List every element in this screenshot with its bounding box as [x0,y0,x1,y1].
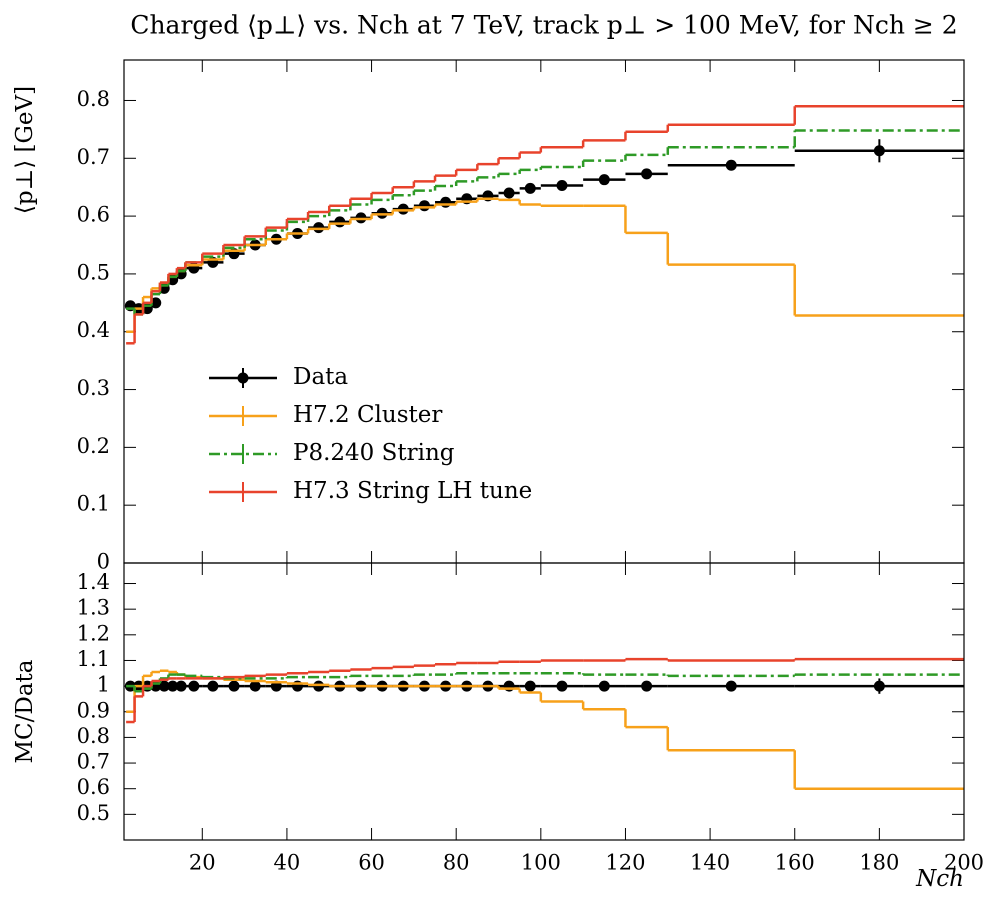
plot-area [124,657,964,790]
legend-label: Data [293,364,348,390]
data-point [556,680,568,692]
x-tick-label: 180 [859,851,899,875]
data-point [556,179,568,191]
x-tick-label: 200 [944,851,984,875]
series [126,197,964,333]
series [126,129,964,316]
y-tick-label: 0.2 [77,434,110,458]
data-point [641,680,653,692]
x-tick-label: 140 [690,851,730,875]
y-tick-label: 0.7 [77,145,110,169]
data-point [313,680,325,692]
axes-frame [123,59,965,564]
data-point [334,216,346,228]
data-point [292,680,304,692]
x-tick-label: 80 [443,851,470,875]
x-tick-label: 120 [605,851,645,875]
data-point [158,680,170,692]
y-tick-label: 0.4 [77,318,110,342]
data-point [598,174,610,186]
legend-label: H7.3 String LH tune [293,478,532,504]
data-point [598,680,610,692]
legend-entry: H7.3 String LH tune [209,478,532,504]
data-point [503,680,515,692]
data-point [873,145,885,157]
series [126,657,964,724]
y-tick-label: 0.8 [77,724,110,748]
data-point [150,297,162,309]
data-point [440,196,452,208]
y-tick-label: 0.9 [77,698,110,722]
data-point [725,680,737,692]
legend-marker [237,372,249,384]
y-tick-label: 0 [97,550,110,574]
step-riser [133,130,796,315]
x-tick-label: 60 [358,851,385,875]
y-tick-label: 1.1 [77,647,110,671]
x-tick-label: 40 [274,851,301,875]
data-point [228,680,240,692]
data-point [641,168,653,180]
x-tick-label: 100 [521,851,561,875]
data-point [524,182,536,194]
x-tick-label: 20 [189,851,216,875]
y-tick-label: 1.3 [77,596,110,620]
data-point [207,680,219,692]
x-tick-label: 160 [775,851,815,875]
y-tick-label: 1.2 [77,621,110,645]
data-point [188,680,200,692]
y-tick-label: 0.3 [77,376,110,400]
y-axis-label: MC/Data [12,659,38,763]
x-axis-label: Nch [915,866,964,892]
legend-entry: Data [209,364,348,390]
y-tick-label: 1.4 [77,570,110,594]
data-point [418,200,430,212]
y-tick-label: 1 [97,673,110,697]
data-point [175,680,187,692]
legend-entry: P8.240 String [209,440,455,466]
legend-label: P8.240 String [293,440,455,466]
series [124,139,964,315]
chart-title: Charged ⟨p⊥⟩ vs. Nch at 7 TeV, track p⊥ … [130,11,957,40]
y-tick-label: 0.8 [77,87,110,111]
data-point [873,680,885,692]
data-point [725,159,737,171]
step-riser [133,106,796,344]
data-point [249,680,261,692]
plot-area [124,105,964,345]
axes-frame [123,562,965,841]
legend-label: H7.2 Cluster [293,402,442,428]
data-point [167,680,179,692]
y-tick-label: 0.5 [77,260,110,284]
y-axis-label: ⟨p⊥⟩ [GeV] [12,86,38,214]
series [126,105,964,345]
legend-entry: H7.2 Cluster [209,402,442,428]
y-tick-label: 0.6 [77,775,110,799]
y-tick-label: 0.7 [77,750,110,774]
y-tick-label: 0.5 [77,801,110,825]
data-point [524,680,536,692]
data-point [503,187,515,199]
y-tick-label: 0.1 [77,492,110,516]
y-tick-label: 0.6 [77,203,110,227]
